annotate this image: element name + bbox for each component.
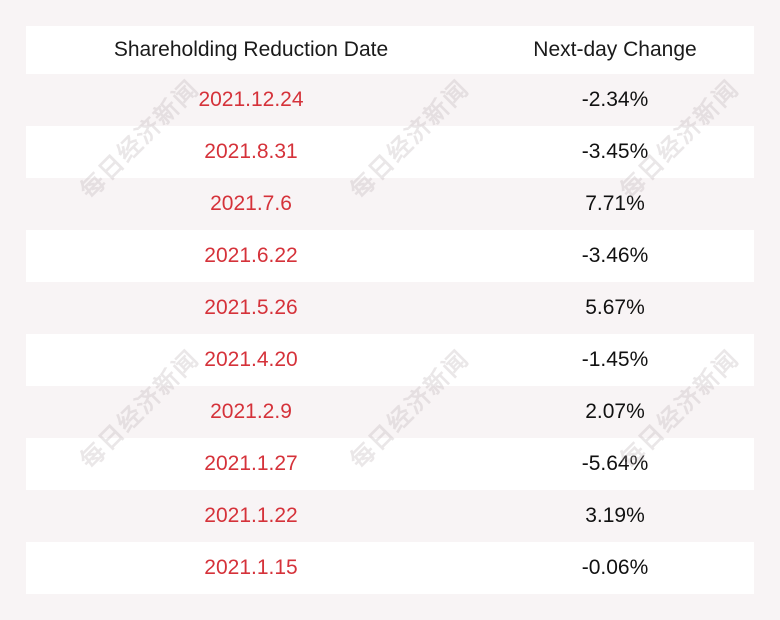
table-row: 2021.7.6 7.71% — [26, 178, 754, 230]
next-day-change-cell: -5.64% — [581, 452, 649, 475]
table-row: 2021.12.24 -2.34% — [26, 74, 754, 126]
reduction-date-cell: 2021.5.26 — [204, 296, 298, 319]
reduction-date-cell: 2021.12.24 — [198, 88, 304, 111]
table-row: 2021.2.9 2.07% — [26, 386, 754, 438]
reduction-date-cell: 2021.6.22 — [204, 244, 298, 267]
table-row: 2021.4.20 -1.45% — [26, 334, 754, 386]
next-day-change-cell: 2.07% — [585, 400, 645, 423]
table-row: 2021.1.15 -0.06% — [26, 542, 754, 594]
next-day-change-cell: -1.45% — [581, 348, 649, 371]
next-day-change-cell: -2.34% — [581, 88, 649, 111]
next-day-change-cell: 7.71% — [585, 192, 645, 215]
reduction-date-cell: 2021.1.22 — [204, 504, 298, 527]
table-row: 2021.6.22 -3.46% — [26, 230, 754, 282]
reduction-date-cell: 2021.1.27 — [204, 452, 298, 475]
header-next-day-change: Next-day Change — [533, 38, 697, 61]
reduction-date-cell: 2021.4.20 — [204, 348, 298, 371]
next-day-change-cell: 5.67% — [585, 296, 645, 319]
table-row: 2021.1.27 -5.64% — [26, 438, 754, 490]
next-day-change-cell: -3.45% — [581, 140, 649, 163]
table-row: 2021.5.26 5.67% — [26, 282, 754, 334]
data-table: Shareholding Reduction Date Next-day Cha… — [26, 26, 754, 594]
table-header: Shareholding Reduction Date Next-day Cha… — [26, 26, 754, 74]
reduction-date-cell: 2021.2.9 — [210, 400, 292, 423]
reduction-date-cell: 2021.1.15 — [204, 556, 298, 579]
next-day-change-cell: -3.46% — [581, 244, 649, 267]
table-row: 2021.1.22 3.19% — [26, 490, 754, 542]
reduction-date-cell: 2021.7.6 — [210, 192, 292, 215]
reduction-date-cell: 2021.8.31 — [204, 140, 298, 163]
next-day-change-cell: 3.19% — [585, 504, 645, 527]
next-day-change-cell: -0.06% — [581, 556, 649, 579]
table-row: 2021.8.31 -3.45% — [26, 126, 754, 178]
header-reduction-date: Shareholding Reduction Date — [113, 38, 389, 61]
